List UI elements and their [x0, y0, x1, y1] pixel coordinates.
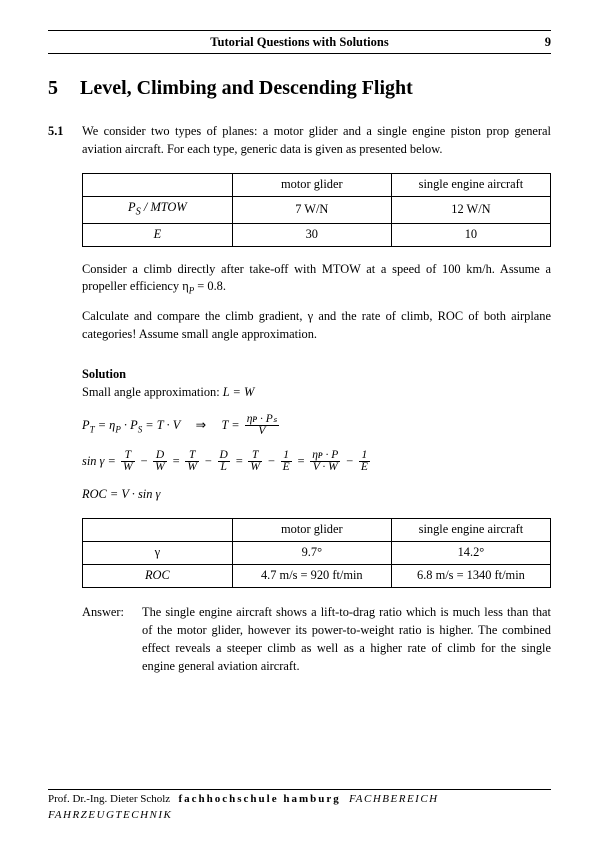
- solution-heading: Solution: [82, 366, 551, 384]
- table-row: ROC 4.7 m/s = 920 ft/min 6.8 m/s = 1340 …: [83, 564, 551, 587]
- t1-col1: motor glider: [232, 174, 391, 197]
- footer-author: Prof. Dr.-Ing. Dieter Scholz: [48, 793, 170, 805]
- section-number: 5: [48, 74, 58, 103]
- t2-r2-label: ROC: [83, 564, 233, 587]
- t2-r1-label: γ: [83, 541, 233, 564]
- equation-3: ROC = V · sin γ: [82, 486, 551, 504]
- footer-school: fachhochschule hamburg: [178, 793, 340, 805]
- t2-r2-c1: 4.7 m/s = 920 ft/min: [232, 564, 391, 587]
- t2-col2: single engine aircraft: [391, 518, 550, 541]
- data-table-1: motor glider single engine aircraft PS /…: [82, 173, 551, 246]
- header-rule-2: [48, 53, 551, 54]
- answer-block: Answer: The single engine aircraft shows…: [82, 604, 551, 676]
- t2-col1: motor glider: [232, 518, 391, 541]
- header-title: Tutorial Questions with Solutions: [78, 33, 521, 51]
- page: Tutorial Questions with Solutions 9 5 Le…: [0, 0, 599, 848]
- table-row: motor glider single engine aircraft: [83, 174, 551, 197]
- paragraph-2: Calculate and compare the climb gradient…: [82, 308, 551, 344]
- question-block: 5.1 We consider two types of planes: a m…: [48, 123, 551, 676]
- paragraph-1: Consider a climb directly after take-off…: [82, 261, 551, 299]
- equation-2: sin γ = TW − DW = TW − DL = TW − 1E = ηᴘ…: [82, 450, 551, 474]
- table-row: γ 9.7° 14.2°: [83, 541, 551, 564]
- section-title-text: Level, Climbing and Descending Flight: [80, 74, 413, 103]
- t1-r1-label: PS / MTOW: [83, 197, 233, 223]
- t1-r2-c2: 10: [391, 223, 550, 246]
- fraction: ηᴘ · Pₛ V: [245, 414, 279, 438]
- t1-r1-c2: 12 W/N: [391, 197, 550, 223]
- page-footer: Prof. Dr.-Ing. Dieter Scholz fachhochsch…: [48, 789, 551, 824]
- answer-label: Answer:: [82, 604, 130, 676]
- t2-r1-c2: 14.2°: [391, 541, 550, 564]
- t1-r1-c1: 7 W/N: [232, 197, 391, 223]
- table-row: motor glider single engine aircraft: [83, 518, 551, 541]
- approx-line: Small angle approximation: L = W: [82, 384, 551, 402]
- table-row: PS / MTOW 7 W/N 12 W/N: [83, 197, 551, 223]
- t1-r2-c1: 30: [232, 223, 391, 246]
- t2-r1-c1: 9.7°: [232, 541, 391, 564]
- t1-col2: single engine aircraft: [391, 174, 550, 197]
- data-table-2: motor glider single engine aircraft γ 9.…: [82, 518, 551, 588]
- header-spacer: [48, 33, 78, 51]
- answer-text: The single engine aircraft shows a lift-…: [142, 604, 551, 676]
- header-rule: [48, 30, 551, 31]
- question-body: We consider two types of planes: a motor…: [82, 123, 551, 676]
- t1-r2-label: E: [83, 223, 233, 246]
- section-heading: 5 Level, Climbing and Descending Flight: [48, 74, 551, 103]
- t2-r2-c2: 6.8 m/s = 1340 ft/min: [391, 564, 550, 587]
- equation-1: PT = ηP · PS = T · V ⇒ T = ηᴘ · Pₛ V: [82, 414, 551, 438]
- table-row: E 30 10: [83, 223, 551, 246]
- question-number: 5.1: [48, 123, 70, 676]
- header-page-number: 9: [521, 33, 551, 51]
- question-text: We consider two types of planes: a motor…: [82, 123, 551, 159]
- page-header: Tutorial Questions with Solutions 9: [48, 33, 551, 51]
